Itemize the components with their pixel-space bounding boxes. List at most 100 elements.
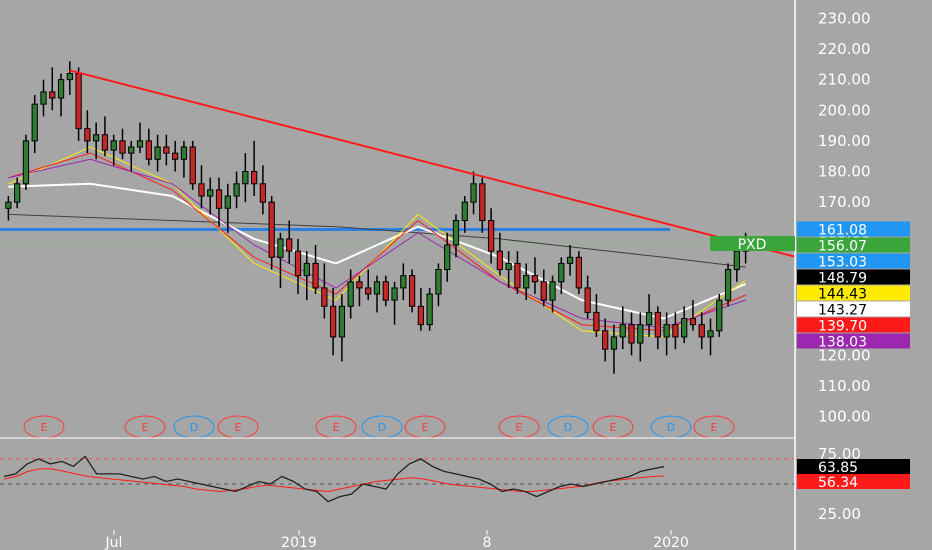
candle <box>93 122 100 160</box>
price-tag: 139.70 <box>797 317 910 334</box>
price-tag: 144.43 <box>797 285 910 302</box>
price-axis-label: 230.00 <box>818 9 871 27</box>
candle <box>382 275 389 307</box>
candle <box>268 196 275 270</box>
svg-text:E: E <box>422 421 429 434</box>
svg-text:63.85: 63.85 <box>818 460 858 476</box>
candle <box>22 134 30 190</box>
svg-text:E: E <box>41 421 48 434</box>
svg-text:E: E <box>516 421 523 434</box>
candle <box>523 263 530 301</box>
candle <box>207 177 214 215</box>
candle <box>110 134 117 166</box>
price-axis-label: 190.00 <box>818 132 871 150</box>
price-axis-label: 200.00 <box>818 101 871 119</box>
price-tag: 161.08 <box>797 221 910 238</box>
candle <box>452 214 460 258</box>
candle <box>136 122 144 154</box>
candle <box>408 269 416 313</box>
candlestick-plot <box>0 61 796 374</box>
candle <box>549 275 556 313</box>
candle <box>505 251 512 288</box>
rsi-value-tag: 56.34 <box>797 474 910 491</box>
candle <box>215 177 223 227</box>
svg-text:139.70: 139.70 <box>818 318 867 334</box>
candle <box>733 245 740 282</box>
candle <box>373 275 381 313</box>
candle <box>259 165 267 215</box>
trendline[interactable] <box>69 69 796 258</box>
price-tag: 138.03 <box>797 333 910 350</box>
candle <box>637 312 644 362</box>
svg-text:E: E <box>235 421 242 434</box>
candle <box>154 134 161 172</box>
svg-text:D: D <box>667 421 675 434</box>
candle <box>681 306 688 344</box>
candle <box>496 232 504 276</box>
candle <box>66 61 73 95</box>
candle <box>487 208 495 264</box>
rsi-axis-label: 25.00 <box>818 505 861 523</box>
candle <box>566 245 574 276</box>
candle <box>391 281 398 325</box>
time-axis-label: 8 <box>483 535 492 550</box>
candle <box>514 251 521 295</box>
price-axis-label: 170.00 <box>818 193 871 211</box>
candle <box>365 269 372 301</box>
candle <box>277 232 284 288</box>
candle <box>689 300 697 331</box>
candle <box>435 263 442 307</box>
candle <box>610 324 618 374</box>
candle <box>189 140 196 190</box>
symbol-label: PXD <box>738 237 767 253</box>
candle <box>558 257 565 295</box>
candle <box>628 312 635 356</box>
time-axis: Jul 2019 8 2020 <box>105 530 689 550</box>
rsi-value-tag: 63.85 <box>797 459 910 476</box>
candle <box>716 294 723 337</box>
candle <box>426 287 433 331</box>
svg-text:D: D <box>378 421 386 434</box>
candle <box>312 245 319 295</box>
candle <box>286 220 293 264</box>
price-tag: 156.07 <box>797 237 910 254</box>
candle <box>180 140 188 178</box>
svg-text:161.08: 161.08 <box>818 222 867 238</box>
time-axis-label: Jul <box>105 535 123 550</box>
rsi-pane <box>0 455 795 503</box>
svg-text:E: E <box>610 421 617 434</box>
candle <box>145 128 152 166</box>
candle <box>645 294 653 337</box>
svg-text:56.34: 56.34 <box>818 475 858 491</box>
candle <box>31 94 38 154</box>
price-tag: 148.79 <box>797 269 910 286</box>
candle <box>707 318 714 356</box>
candle <box>57 73 65 117</box>
price-axis-label: 120.00 <box>818 346 871 364</box>
rsi-line <box>3 455 665 503</box>
candle <box>356 275 363 307</box>
candle <box>294 238 302 295</box>
candle <box>724 263 732 307</box>
candle <box>602 318 609 362</box>
price-axis-label: 220.00 <box>818 40 871 58</box>
svg-text:148.79: 148.79 <box>818 270 867 286</box>
svg-text:E: E <box>711 421 718 434</box>
symbol-badge[interactable]: PXD <box>710 236 795 253</box>
candle <box>163 134 170 166</box>
price-tag: 143.27 <box>797 301 910 318</box>
candle <box>119 128 126 160</box>
candle <box>593 294 600 337</box>
svg-text:156.07: 156.07 <box>818 238 867 254</box>
price-axis-label: 180.00 <box>818 163 871 181</box>
candle <box>101 116 109 157</box>
price-axis-label: 100.00 <box>818 408 871 426</box>
candle <box>172 140 179 172</box>
rsi-axis-label: 75.00 <box>818 445 861 463</box>
svg-text:153.03: 153.03 <box>818 254 867 270</box>
candle <box>233 171 240 209</box>
candle <box>198 165 205 209</box>
svg-text:D: D <box>564 421 572 434</box>
